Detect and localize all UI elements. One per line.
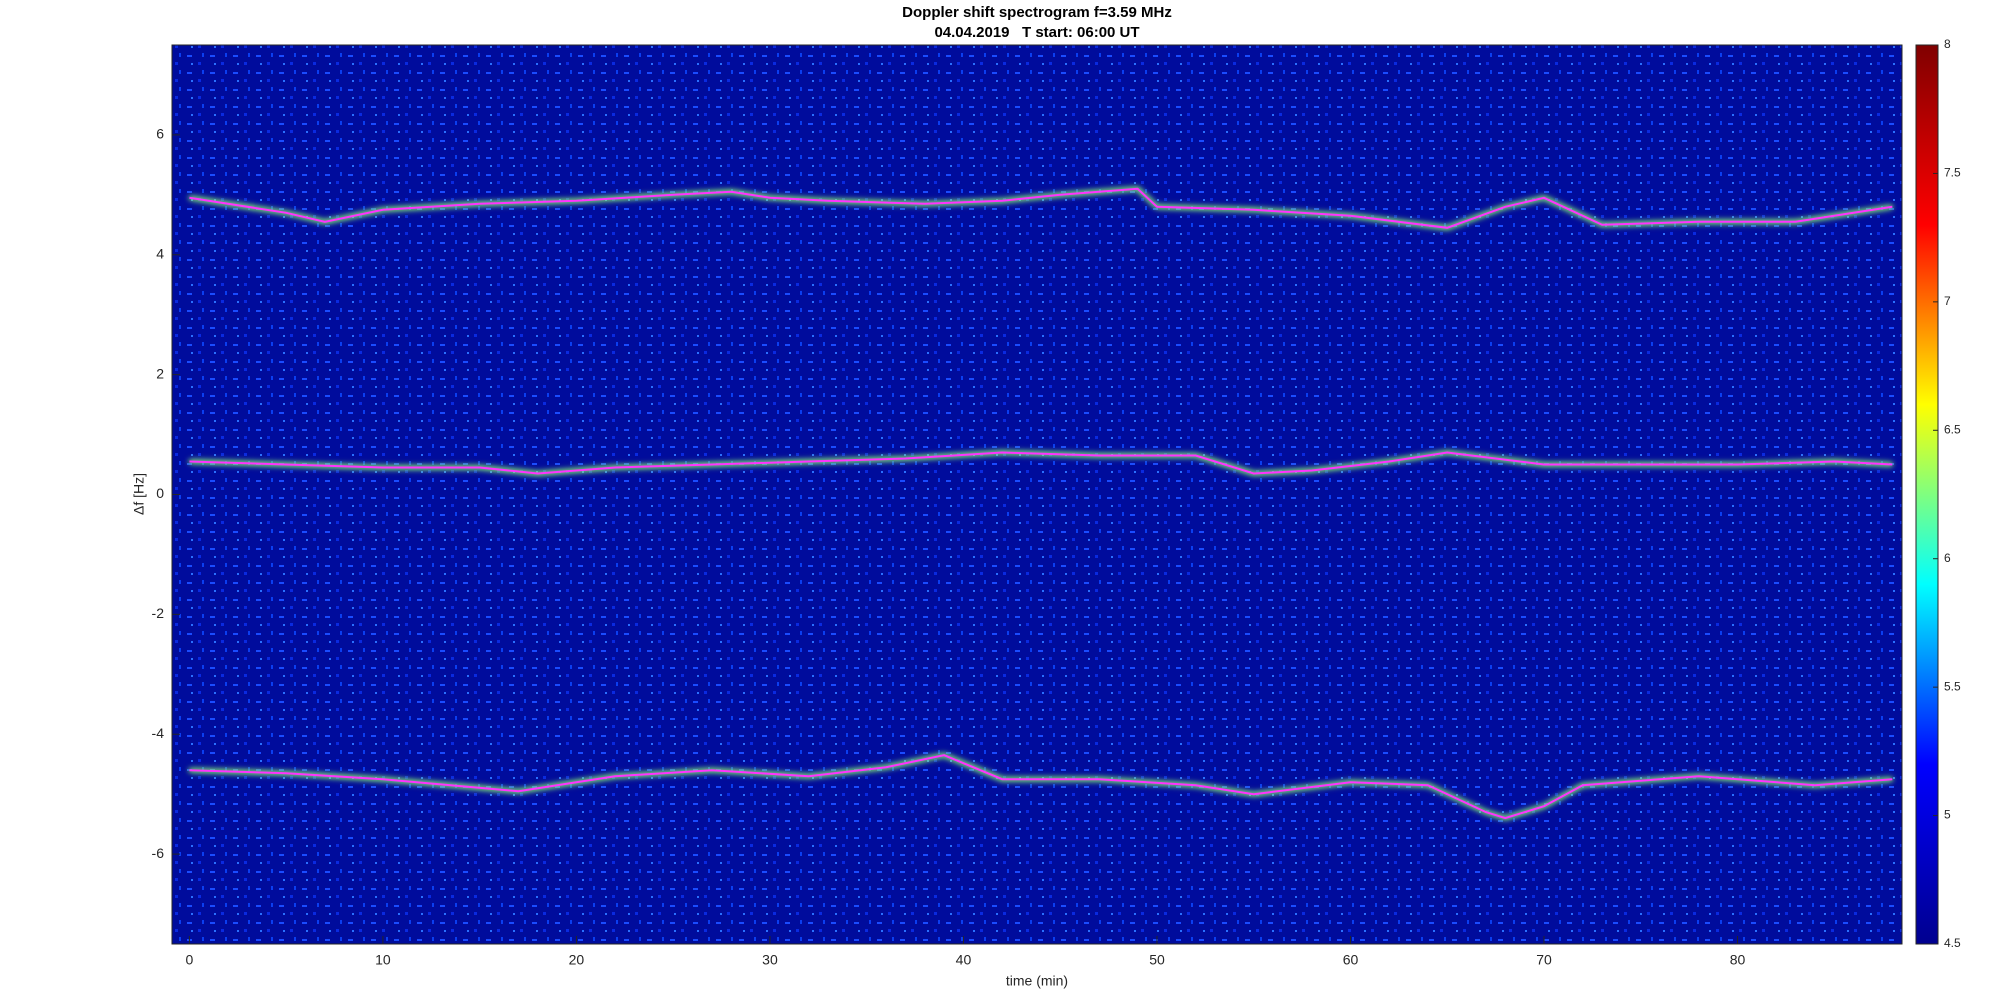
chart-subtitle: 04.04.2019 T start: 06:00 UT (934, 24, 1139, 41)
y-tick-label: -2 (152, 605, 165, 621)
colorbar-tick-label: 7.5 (1944, 166, 1961, 180)
chart-title: Doppler shift spectrogram f=3.59 MHz (902, 4, 1172, 21)
x-axis-label: time (min) (1006, 973, 1068, 989)
y-tick-label: 0 (156, 485, 164, 501)
colorbar-tick-label: 8 (1944, 37, 1951, 51)
colorbar-tick-label: 5.5 (1944, 679, 1961, 693)
colorbar-tick-label: 5 (1944, 808, 1951, 822)
x-tick-label: 70 (1536, 952, 1552, 968)
y-axis-label: Δf [Hz] (131, 473, 147, 515)
colorbar (1915, 44, 1939, 945)
y-tick-label: 2 (156, 365, 164, 381)
colorbar-tick-label: 4.5 (1944, 936, 1961, 950)
x-tick-label: 80 (1730, 952, 1746, 968)
colorbar-tick-label: 6 (1944, 551, 1951, 565)
trace-line (189, 754, 1893, 820)
x-tick-label: 60 (1343, 952, 1359, 968)
trace-line (189, 451, 1893, 475)
x-tick-label: 40 (956, 952, 972, 968)
x-tick-label: 50 (1149, 952, 1165, 968)
y-tick-label: 6 (156, 126, 164, 142)
y-tick-label: -4 (152, 725, 165, 741)
x-tick-label: 30 (762, 952, 778, 968)
x-tick-label: 10 (375, 952, 391, 968)
colorbar-tick-label: 7 (1944, 294, 1951, 308)
y-tick-label: -6 (152, 845, 165, 861)
x-tick-label: 20 (569, 952, 585, 968)
y-tick-label: 4 (156, 245, 164, 261)
colorbar-tick-label: 6.5 (1944, 422, 1961, 436)
trace-line (189, 187, 1893, 229)
x-tick-label: 0 (186, 952, 194, 968)
spectrogram-background (172, 45, 1902, 944)
